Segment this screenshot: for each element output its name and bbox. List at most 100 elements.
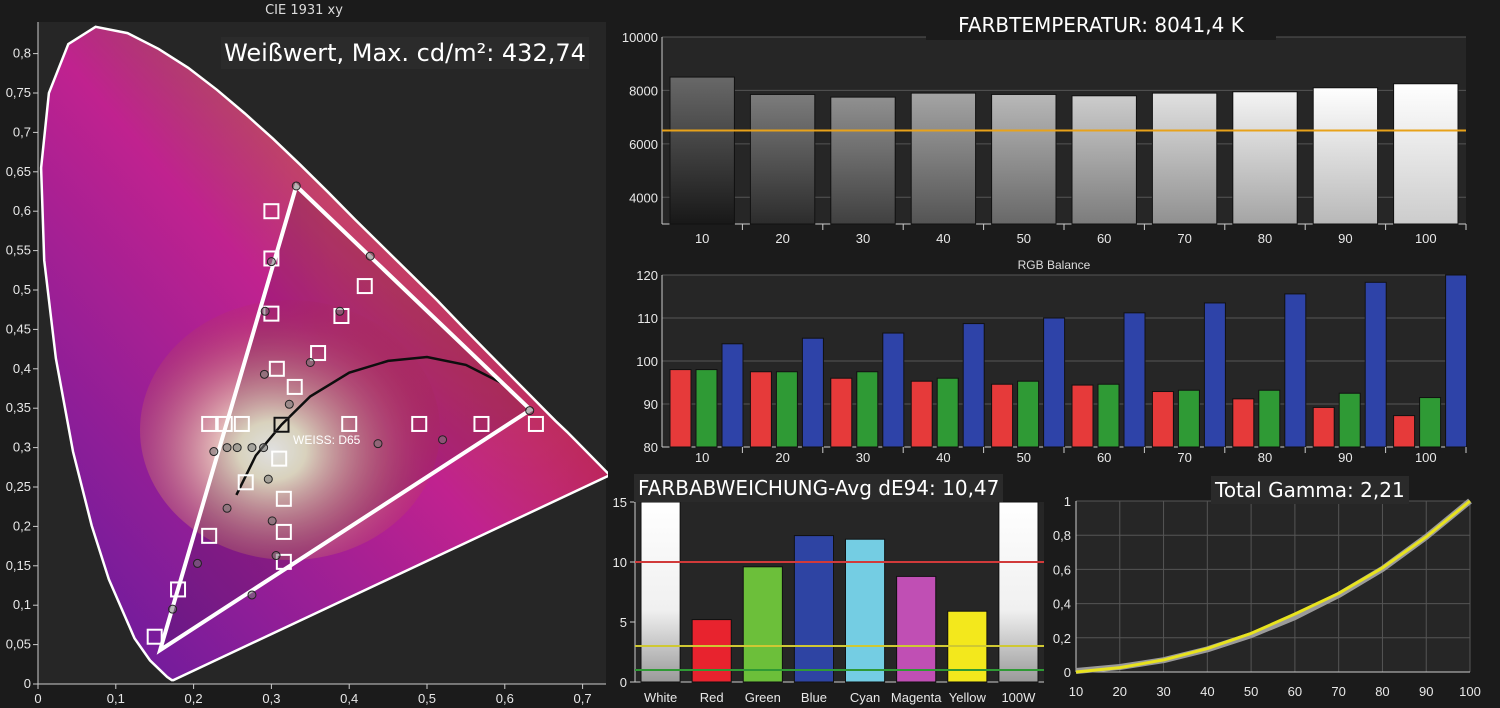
rgb-bar [721,343,744,448]
rgb-bar [1393,415,1416,448]
gamma-title: Total Gamma: 2,21 [1211,476,1409,504]
target-marker [310,345,327,362]
de-x-tick-label: Red [700,690,724,705]
ft-y-tick-label: 8000 [629,83,658,98]
target-marker [263,203,280,220]
ft-x-tick-label: 90 [1338,231,1352,246]
ft-x-tick-label: 10 [695,231,709,246]
gamma-plot-area [1076,501,1470,672]
measured-point [209,447,219,457]
rgb-bar [775,371,798,448]
ft-x-tick-label: 20 [775,231,789,246]
target-marker [473,415,490,432]
gamma-x-tick-label: 10 [1069,684,1083,699]
ft-bar [910,92,977,225]
rgb-y-tick-label: 80 [644,440,658,455]
spectral-locus [39,25,608,682]
rgb-bar [882,332,905,448]
gamma-x-tick-label: 30 [1156,684,1170,699]
rgb-bar [1338,392,1361,448]
planckian-locus [235,355,531,496]
cie-chart: 0 0,1 0,2 0,3 0,4 0,5 0,6 0,7 0 0,05 0,1 0,15 0,2 0,2… [6,22,608,706]
measured-point [222,443,232,453]
rgb-x-tick-label: 40 [936,450,950,465]
cie-y-tick-label: 0,15 [6,558,31,573]
rgb-bar [1097,383,1120,448]
cie-y-tick-label: 0,25 [6,479,31,494]
rgb-bar [936,377,959,448]
gamma-x-tick-label: 100 [1459,684,1481,699]
measured-point [438,435,448,445]
measured-point [284,399,294,409]
rgb-x-tick-label: 10 [695,450,709,465]
target-marker [216,415,233,432]
de-x-tick-label: 100W [1001,690,1036,705]
de-x-tick-label: Green [745,690,781,705]
rgb-x-tick-label: 50 [1017,450,1031,465]
gamma-chart: 0 0,2 0,4 0,6 0,8 1 10 20 30 40 50 60 70 80 90 100 [1053,494,1481,699]
measured-point [247,443,257,453]
cie-y-tick-label: 0,1 [13,597,31,612]
rgb-bar [962,323,985,448]
ft-y-tick-label: 10000 [622,30,658,45]
rgb-bar [1177,389,1200,448]
rgb-bar [669,369,692,448]
de-bar [793,535,834,683]
gamma-x-tick-label: 60 [1288,684,1302,699]
cie-x-tick-label: 0,3 [262,691,280,706]
cie-x-tick-label: 0,7 [574,691,592,706]
de-bar [742,566,783,683]
measured-point [259,443,269,453]
rgb-panel: 80 90 100 110 120 10 20 30 40 50 60 70 80 90 100 RGB B… [608,250,1500,472]
rgb-bar [991,383,1014,448]
measured-point [291,181,301,191]
rgb-x-tick-label: 60 [1097,450,1111,465]
rgb-bar [856,371,879,448]
rgb-bar [1203,302,1226,448]
cie-y-tick-label: 0,7 [13,124,31,139]
rgb-x-tick-label: 20 [775,450,789,465]
cie-y-tick-label: 0,4 [13,361,31,376]
gamma-y-tick-label: 0 [1064,665,1071,680]
ft-bar [749,93,816,225]
cie-y-tick-label: 0 [24,676,31,691]
ft-bar [1312,87,1379,225]
de-bar [691,619,732,683]
gamma-y-tick-label: 0,4 [1053,597,1071,612]
white-value-label: Weißwert, Max. cd/m²: 432,74 [221,37,589,69]
cie-x-tick-label: 0,6 [496,691,514,706]
ft-x-tick-label: 30 [856,231,870,246]
de-x-tick-label: Magenta [891,690,942,705]
gamma-x-tick-label: 20 [1113,684,1127,699]
cie-y-tick-label: 0,75 [6,85,31,100]
target-marker [271,450,288,467]
measured-point [263,474,273,484]
ft-y-tick-label: 6000 [629,137,658,152]
target-marker [286,378,303,395]
farbtemp-panel: 4000 6000 8000 10000 10 20 30 40 50 60 70 80 90 100 F… [608,0,1500,250]
cie-x-tick-label: 0,1 [107,691,125,706]
target-marker [275,553,292,570]
cie-y-tick-label: 0,55 [6,243,31,258]
ft-bar [1393,83,1459,225]
target-marker [201,415,218,432]
measured-point [192,558,202,568]
cie-y-tick-label: 0,05 [6,637,31,652]
rgb-bar [1419,397,1442,448]
measured-gamut [156,182,534,655]
gamma-y-tick-label: 0,8 [1053,528,1071,543]
target-marker [275,523,292,540]
measured-point [335,306,345,316]
rgb-y-tick-label: 110 [637,311,658,326]
rgb-bar [1123,312,1146,448]
de-x-tick-label: Cyan [850,690,880,705]
de-y-tick-label: 5 [620,615,627,630]
rgb-bar [1445,274,1468,448]
ft-x-tick-label: 60 [1097,231,1111,246]
rgb-bar [801,337,824,448]
measured-point [271,551,281,561]
target-marker [237,474,254,491]
ft-x-tick-label: 70 [1177,231,1191,246]
cie-y-tick-label: 0,45 [6,321,31,336]
rgb-bar [1232,398,1255,448]
